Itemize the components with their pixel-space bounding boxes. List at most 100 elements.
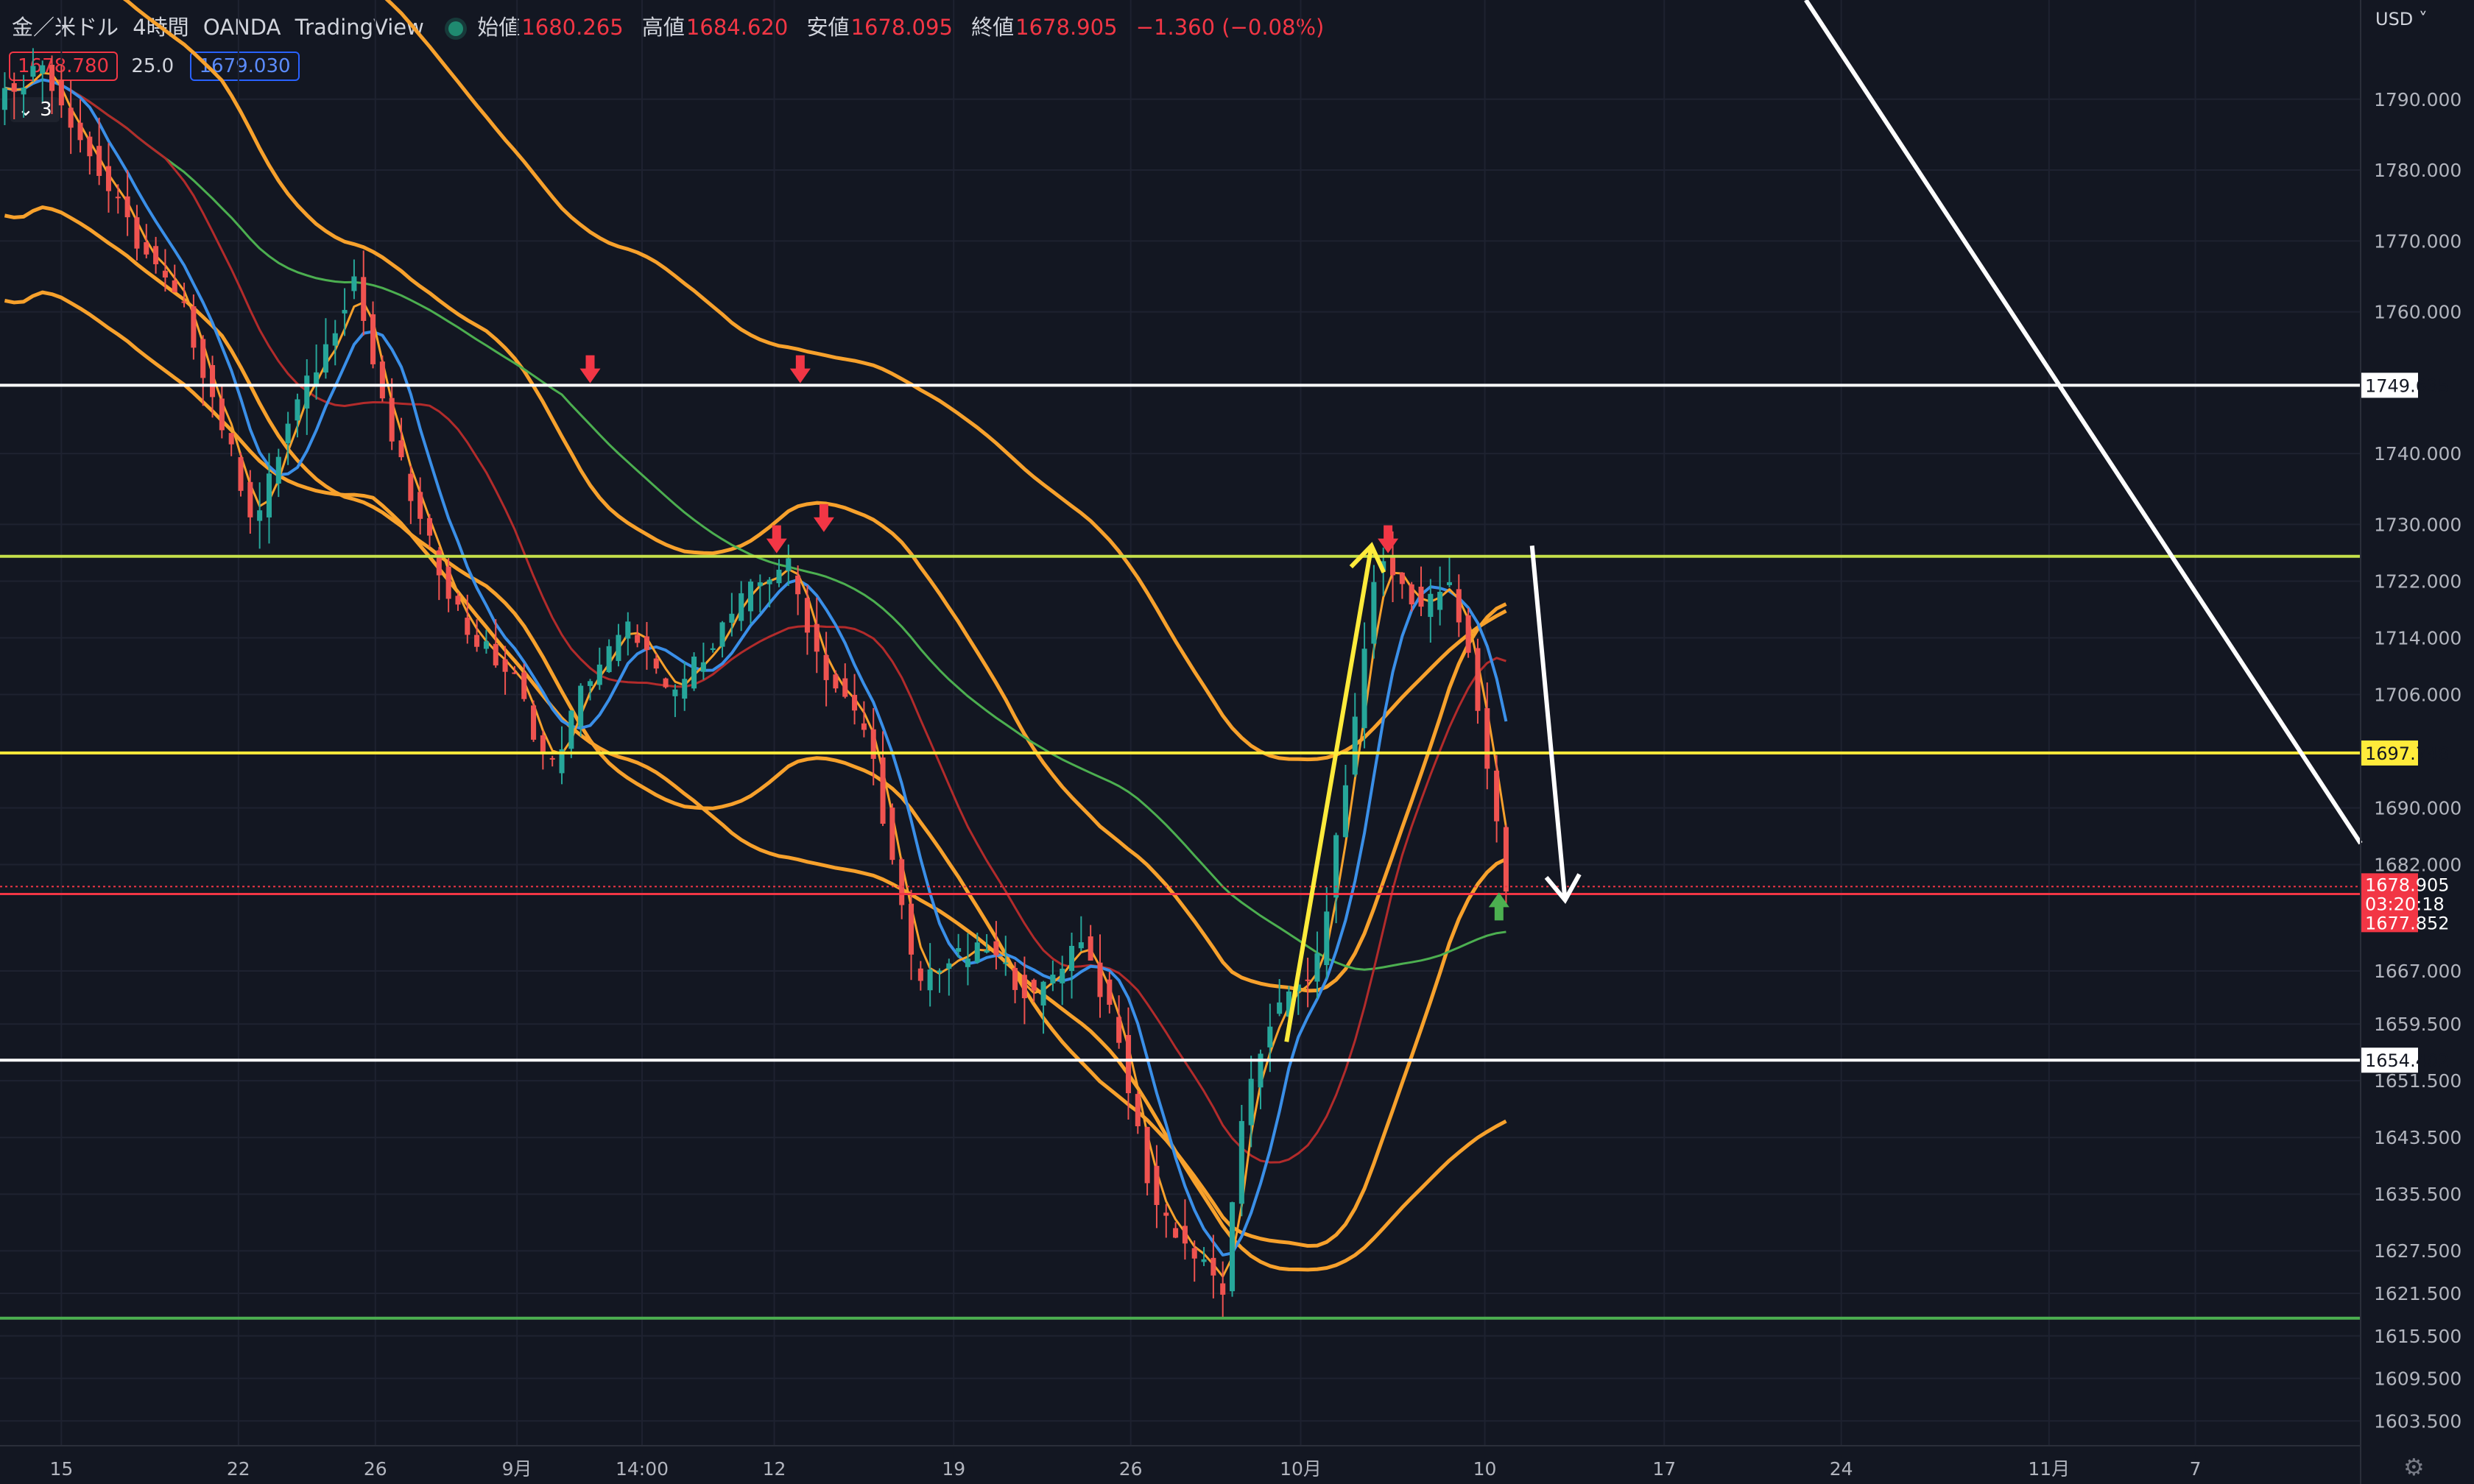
candle-body [1456,589,1462,623]
x-tick-label: 22 [227,1458,250,1480]
candle-body [40,65,46,74]
candle-body [663,678,669,688]
candle-body [710,648,716,650]
arrow-head [1544,873,1582,904]
candle-body [153,246,159,264]
candle-body [1409,584,1414,605]
candle-body [342,310,348,314]
candle-body [549,757,555,760]
candle-body [993,941,999,955]
candle-body [804,598,810,633]
sell-signal-arrow [766,525,787,554]
trend-line [1804,0,2363,845]
y-tick-label: 1609.500 [2374,1368,2461,1390]
candle-body [521,672,527,699]
currency-selector[interactable]: USD ˅ [2375,9,2428,29]
price-label: 1654.402 [2365,1050,2450,1071]
bid-price-label: 1677.852 [2365,913,2450,933]
low-value: 1678.095 [850,15,953,40]
currency-label: USD [2375,9,2414,29]
candle-body [1,88,7,110]
candle-body [210,364,216,398]
candle-body [181,301,187,303]
platform-label: TradingView [295,15,424,40]
candle-body [172,280,177,293]
candle-body [1068,945,1075,972]
candle-body [247,481,253,517]
y-tick-label: 1615.500 [2374,1326,2461,1347]
candle-body [1352,716,1358,775]
y-tick-label: 1621.500 [2374,1283,2461,1304]
candle-body [144,242,149,255]
candle-body [644,636,649,651]
candle-body [842,678,848,697]
candle-body [285,423,291,444]
x-tick-label: 10月 [1280,1458,1322,1480]
symbol-name[interactable]: 金／米ドル [12,15,119,40]
candle-body [162,270,168,278]
candle-body [729,613,735,623]
candle-body [1107,979,1113,1005]
y-tick-label: 1714.000 [2374,627,2461,649]
open-label: 始値 [477,15,521,40]
x-tick-label: 19 [942,1458,965,1480]
candle-body [587,681,593,686]
candle-body [389,398,395,442]
indicators-collapse-button[interactable]: ⌄ 3 [10,97,60,122]
candle-body [1135,1094,1141,1126]
candle-body [445,566,451,599]
candle-body [852,695,858,711]
candle-body [68,107,74,128]
candle-body [1238,1120,1244,1204]
candle-body [1305,979,1311,981]
candle-body [1097,962,1103,997]
change-value: −1.360 (−0.08%) [1135,15,1325,40]
candle-body [1333,835,1339,898]
candle-body [1437,592,1443,610]
x-tick-label: 9月 [502,1458,532,1480]
candle-body [1342,785,1348,838]
candle-body [257,510,263,521]
candle-body [927,969,933,991]
candle-body [1154,1165,1160,1205]
candle-body [861,723,867,730]
price-label-box [2361,372,2418,398]
candle-body [1381,561,1386,570]
candle-body [238,457,244,491]
candle-body [1484,708,1490,769]
buy-price-button[interactable]: 1679.030 [190,52,300,81]
candle-body [974,942,980,963]
candle-body [1314,953,1320,982]
bollinger-lower [4,205,1507,1248]
candle-body [408,473,414,501]
candle-body [568,710,574,749]
candle-body [682,679,688,699]
candle-body [275,456,281,484]
candle-body [361,277,367,321]
current-price-label: 1678.905 [2365,875,2450,895]
candle-body [474,635,480,647]
candle-body [77,122,83,141]
x-tick-label: 10 [1473,1458,1497,1480]
y-tick-label: 1706.000 [2374,684,2461,705]
candle-body [747,582,754,612]
trend-arrow [1529,545,1568,900]
y-tick-label: 1603.500 [2374,1410,2461,1432]
candle-body [653,658,659,669]
y-tick-label: 1627.500 [2374,1240,2461,1262]
candle-body [1031,980,1037,991]
candle-body [691,656,697,689]
candle-body [833,674,839,689]
candle-body [766,579,772,584]
candle-body [1418,586,1424,607]
candle-body [946,963,952,969]
candle-body [531,705,537,740]
sell-signal-arrow [1378,525,1399,554]
x-tick-label: 12 [763,1458,786,1480]
candle-body [49,64,55,91]
candle-body [1012,967,1018,990]
gear-icon[interactable]: ⚙ [2403,1453,2425,1481]
candle-body [1494,770,1500,822]
price-label-box [2361,740,2418,766]
